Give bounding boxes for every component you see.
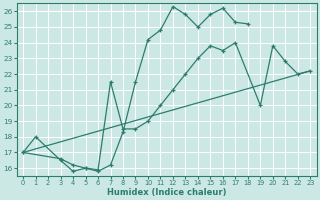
X-axis label: Humidex (Indice chaleur): Humidex (Indice chaleur) [107, 188, 227, 197]
